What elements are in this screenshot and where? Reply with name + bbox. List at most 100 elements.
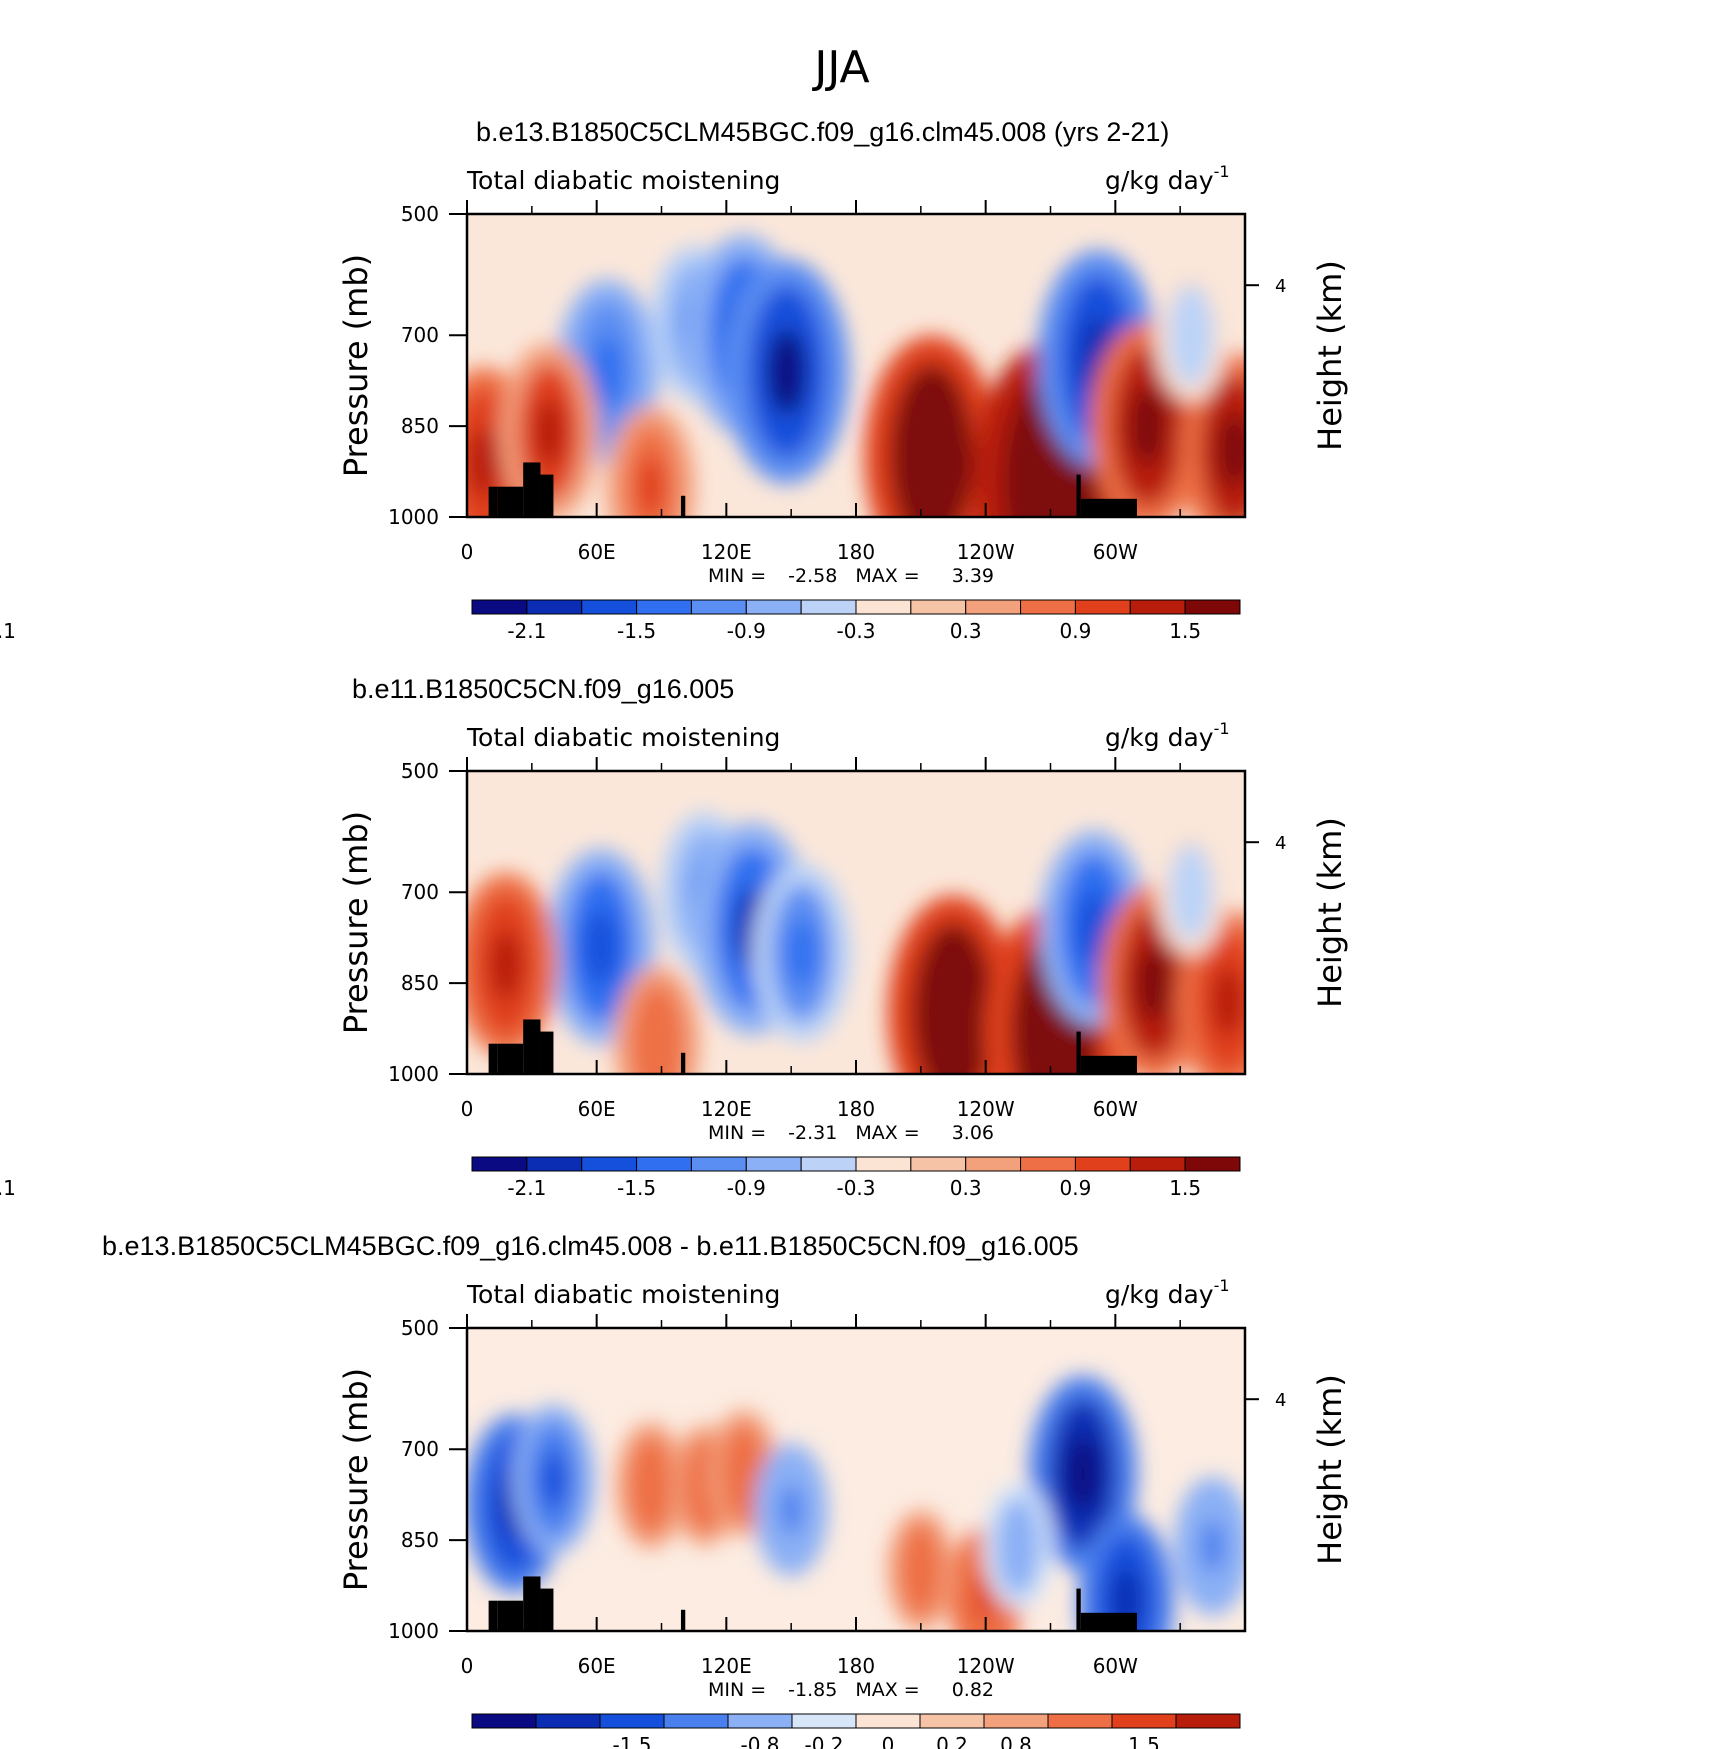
colorbar-swatch: [1184, 599, 1241, 615]
colorbar-swatch: [965, 599, 1022, 615]
y2-axis-label: Height (km): [1311, 1374, 1349, 1565]
x-tick-label: 120W: [957, 1097, 1015, 1121]
field-core: [1200, 1519, 1225, 1573]
colorbar-swatch: [1074, 1156, 1131, 1172]
field-core: [1211, 965, 1244, 1037]
field-core: [1076, 890, 1111, 967]
topography-block: [1076, 1588, 1081, 1631]
panel-title: b.e13.B1850C5CLM45BGC.f09_g16.clm45.008 …: [102, 1231, 1079, 1261]
colorbar-label: -0.8: [740, 1733, 779, 1749]
y-axis-label: Pressure (mb): [337, 1368, 375, 1591]
colorbar-label: 0.3: [950, 1176, 982, 1200]
colorbar-swatch: [636, 1156, 692, 1172]
colorbar-label: 2.1: [0, 1176, 16, 1200]
field-core: [643, 1013, 671, 1074]
colorbar-swatch: [855, 1713, 921, 1729]
field-core: [1217, 412, 1245, 488]
y-tick-label: 500: [401, 1316, 439, 1340]
x-tick-label: 60W: [1093, 1654, 1138, 1678]
y2-tick-label: 4: [1275, 833, 1286, 854]
x-tick-label: 120E: [701, 1654, 752, 1678]
colorbar-swatch: [1020, 599, 1076, 615]
y-tick-label: 700: [401, 323, 439, 347]
colorbar-label: -0.3: [836, 619, 875, 643]
colorbar-swatch: [1175, 1713, 1241, 1729]
colorbar-swatch: [535, 1713, 601, 1729]
colorbar: -2.1 -1.5 -0.9 -0.3 0.3 0.9 1.5 2.1: [0, 1156, 1241, 1200]
colorbar-swatch: [599, 1713, 665, 1729]
panel-1: b.e13.B1850C5CLM45BGC.f09_g16.clm45.008 …: [0, 117, 1349, 643]
colorbar-swatch: [910, 599, 967, 615]
variable-label: Total diabatic moistening: [466, 723, 780, 752]
x-tick-label: 60W: [1093, 1097, 1138, 1121]
x-tick-label: 60E: [578, 1097, 616, 1121]
colorbar-label: 0.3: [950, 619, 982, 643]
colorbar-label: 0.9: [1060, 1176, 1092, 1200]
colorbar-swatch: [690, 1156, 747, 1172]
colorbar-swatch: [855, 1156, 912, 1172]
colorbar-swatch: [471, 599, 528, 615]
colorbar-swatch: [1129, 599, 1186, 615]
colorbar-swatch: [526, 1156, 583, 1172]
field-core: [786, 918, 818, 988]
topography-block: [488, 1043, 498, 1074]
colorbar-label: -0.2: [804, 1733, 843, 1749]
colorbar-label: 1.5: [1169, 619, 1201, 643]
x-tick-label: 60E: [578, 1654, 616, 1678]
field-core: [767, 328, 807, 415]
topography-block: [488, 486, 498, 517]
colorbar: -2.1 -1.5 -0.9 -0.3 0.3 0.9 1.5 2.1: [0, 599, 1241, 643]
field-core: [910, 1547, 932, 1594]
topography-block: [1080, 1055, 1137, 1074]
colorbar-label: 1.5: [1169, 1176, 1201, 1200]
panel-2: b.e11.B1850C5CN.f09_g16.005 Total diabat…: [0, 674, 1349, 1200]
topography-block: [1076, 474, 1081, 517]
panel-title: b.e11.B1850C5CN.f09_g16.005: [352, 674, 734, 704]
topography-block: [523, 462, 541, 517]
field-core: [1137, 945, 1172, 1021]
x-tick-label: 180: [837, 1654, 875, 1678]
topography-block: [497, 1043, 524, 1074]
colorbar-swatch: [1184, 1156, 1241, 1172]
topography-block: [540, 1588, 554, 1631]
colorbar-swatch: [727, 1713, 793, 1729]
x-tick-label: 0: [461, 1654, 474, 1678]
topography-block: [488, 1600, 498, 1631]
x-tick-label: 180: [837, 1097, 875, 1121]
y2-axis-label: Height (km): [1311, 260, 1349, 451]
topography-block: [680, 1052, 686, 1074]
colorbar-swatch: [745, 599, 802, 615]
y2-tick-label: 4: [1275, 1390, 1286, 1411]
axes: 0 60E 120E 180 120W 60W 500 700 850 1000 4 Pressure…: [337, 200, 1349, 564]
y-tick-label: 1000: [388, 505, 439, 529]
min-max-stats: MIN = -2.31 MAX = 3.06: [708, 1122, 994, 1144]
y-axis-label: Pressure (mb): [337, 811, 375, 1034]
colorbar-label: 0.8: [1000, 1733, 1032, 1749]
y-tick-label: 850: [401, 1528, 439, 1552]
field-core: [591, 336, 624, 407]
colorbar-swatch: [1111, 1713, 1177, 1729]
y-tick-label: 500: [401, 759, 439, 783]
colorbar-swatch: [663, 1713, 729, 1729]
units-label: g/kg day-1: [1105, 719, 1230, 752]
y-tick-label: 850: [401, 971, 439, 995]
x-tick-label: 0: [461, 540, 474, 564]
x-tick-label: 120W: [957, 540, 1015, 564]
colorbar-swatch: [800, 1156, 857, 1172]
topography-block: [1080, 498, 1137, 517]
colorbar-swatch: [983, 1713, 1049, 1729]
y-tick-label: 500: [401, 202, 439, 226]
colorbar-swatch: [855, 599, 912, 615]
topography-block: [523, 1576, 541, 1631]
colorbar-swatch: [581, 1156, 638, 1172]
colorbar-swatch: [1129, 1156, 1186, 1172]
field-core: [1179, 309, 1203, 361]
field-core: [583, 909, 618, 985]
colorbar-swatch: [636, 599, 692, 615]
field-core: [639, 1461, 662, 1510]
field-core: [779, 1484, 803, 1536]
season-title: JJA: [811, 42, 869, 93]
units-label: g/kg day-1: [1105, 1276, 1230, 1309]
colorbar-swatch: [1020, 1156, 1076, 1172]
field-core: [1065, 1435, 1100, 1512]
